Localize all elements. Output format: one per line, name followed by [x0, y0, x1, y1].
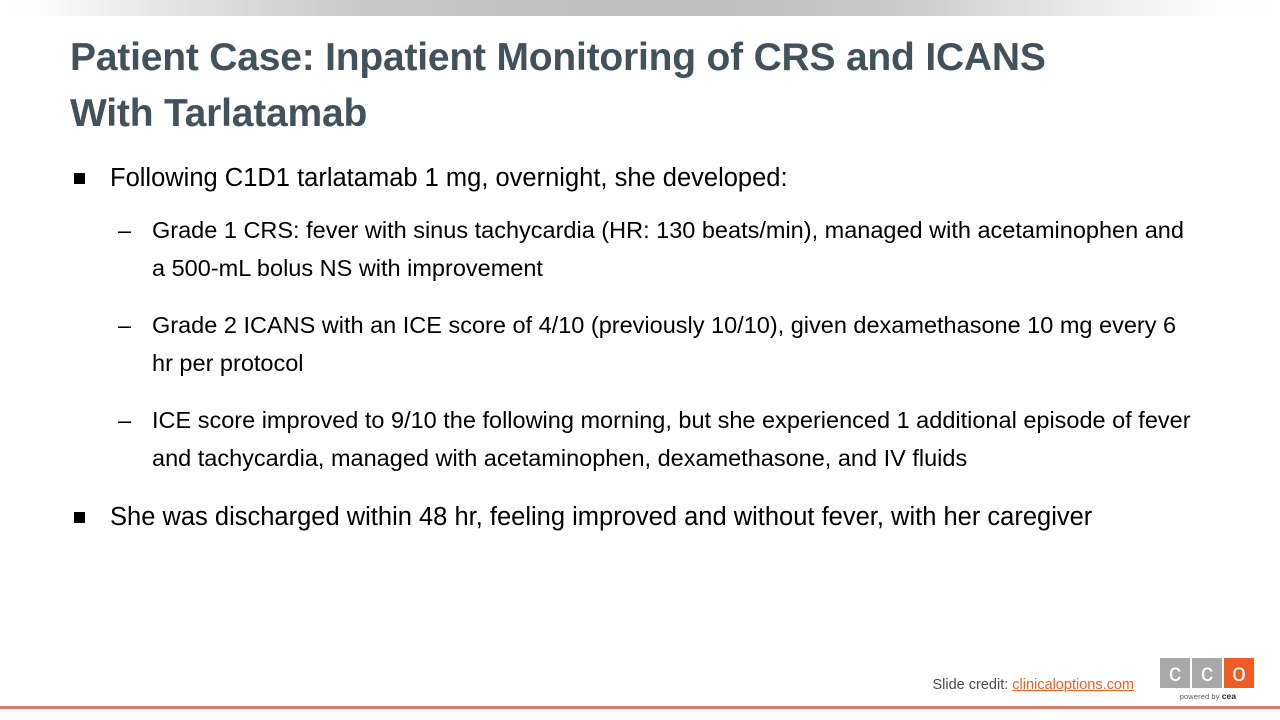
bullet-text: Grade 1 CRS: fever with sinus tachycardi… [152, 217, 1184, 281]
bottom-accent-rule [0, 706, 1280, 709]
dash-bullet-icon: – [118, 217, 132, 243]
page-title-line-1: Patient Case: Inpatient Monitoring of CR… [70, 36, 1046, 79]
cco-logo: c c o powered by cea [1160, 658, 1256, 701]
slide-body: Following C1D1 tarlatamab 1 mg, overnigh… [70, 158, 1200, 539]
bullet-item-sub-3: – ICE score improved to 9/10 the followi… [70, 402, 1200, 477]
square-bullet-icon [74, 512, 85, 523]
square-bullet-icon [74, 173, 85, 184]
bullet-text: ICE score improved to 9/10 the following… [152, 407, 1191, 471]
cco-logo-tagline: powered by cea [1160, 691, 1256, 701]
bullet-sublist: – Grade 1 CRS: fever with sinus tachycar… [70, 212, 1200, 477]
top-gradient-bar [0, 0, 1280, 16]
cco-logo-squares: c c o [1160, 658, 1256, 688]
bullet-item-sub-1: – Grade 1 CRS: fever with sinus tachycar… [70, 212, 1200, 287]
slide-credit-label: Slide credit: [932, 677, 1009, 693]
bullet-text: She was discharged within 48 hr, feeling… [110, 503, 1093, 531]
bullet-item-primary-2: She was discharged within 48 hr, feeling… [70, 497, 1200, 537]
page-title-line-2: With Tarlatamab [70, 92, 368, 135]
slide-footer: Slide credit: clinicaloptions.com c c o … [0, 658, 1280, 720]
cco-logo-letter-c1: c [1160, 658, 1190, 688]
bullet-item-sub-2: – Grade 2 ICANS with an ICE score of 4/1… [70, 307, 1200, 382]
bullet-item-primary-1: Following C1D1 tarlatamab 1 mg, overnigh… [70, 158, 1200, 198]
clinicaloptions-link[interactable]: clinicaloptions.com [1012, 677, 1134, 693]
cco-logo-tagline-prefix: powered by [1179, 692, 1222, 701]
slide-credit: Slide credit: clinicaloptions.com [933, 677, 1135, 693]
cco-logo-letter-c2: c [1192, 658, 1222, 688]
dash-bullet-icon: – [118, 407, 132, 433]
dash-bullet-icon: – [118, 312, 132, 338]
bullet-text: Grade 2 ICANS with an ICE score of 4/10 … [152, 312, 1177, 376]
cco-logo-letter-o: o [1224, 658, 1254, 688]
page-title: Patient Case: Inpatient Monitoring of CR… [70, 30, 1180, 142]
bullet-text: Following C1D1 tarlatamab 1 mg, overnigh… [110, 164, 788, 192]
cco-logo-tagline-brand: cea [1221, 691, 1237, 701]
